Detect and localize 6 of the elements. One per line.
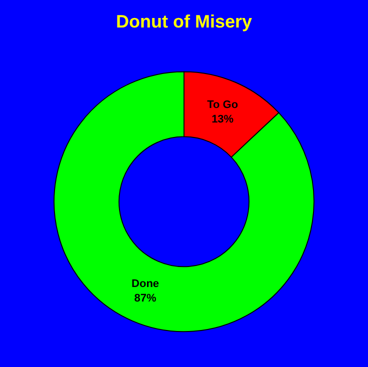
data-label: 87%: [134, 292, 157, 304]
slice-label: To Go: [207, 99, 238, 112]
data-label: 13%: [212, 113, 234, 126]
chart-title: Donut of Misery: [116, 11, 252, 32]
slice-label: Done: [132, 278, 160, 290]
donut-slice: [54, 71, 314, 332]
